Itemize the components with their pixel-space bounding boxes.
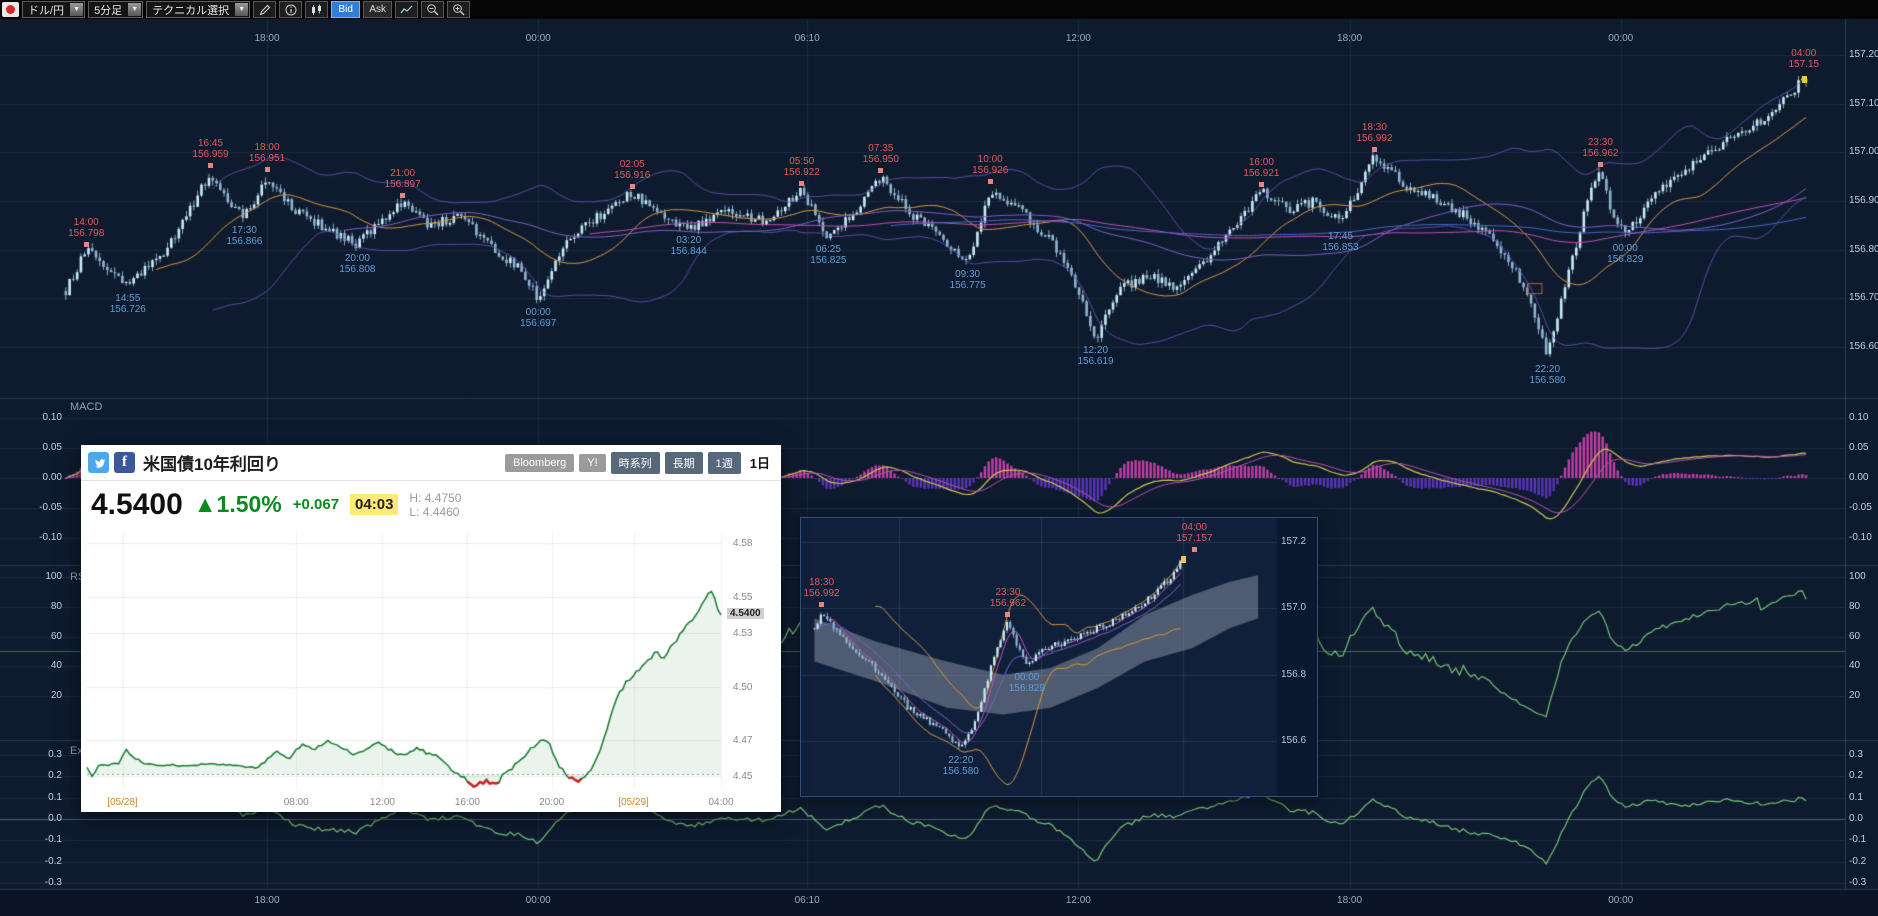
- x-axis-label: 20:00: [539, 797, 565, 808]
- quote-row: 4.5400 ▲1.50% +0.067 04:03 H: 4.4750 L: …: [81, 481, 781, 528]
- chevron-down-icon: ▼: [128, 3, 142, 16]
- indicator-button[interactable]: [395, 1, 419, 18]
- high-low: H: 4.4750 L: 4.4460: [409, 491, 461, 519]
- bond-yield-widget: f 米国債10年利回り Bloomberg Y! 時系列 長期 1週 1日 4.…: [81, 445, 781, 812]
- zoom-in-icon: [453, 4, 465, 16]
- tab-longterm[interactable]: 長期: [664, 451, 703, 474]
- tab-1day[interactable]: 1日: [745, 450, 774, 475]
- inset-chart-window[interactable]: 157.2 157.0 156.8 156.6 18:30 156.992 23:30 156…: [800, 517, 1318, 797]
- app-icon[interactable]: [2, 2, 19, 17]
- timeframe-select[interactable]: 5分足 ▼: [88, 1, 144, 18]
- x-axis-label: 12:00: [369, 797, 395, 808]
- draw-tool-button[interactable]: [253, 1, 277, 18]
- source-button-bloomberg[interactable]: Bloomberg: [505, 453, 575, 472]
- zoom-out-button[interactable]: [421, 1, 445, 18]
- yield-value: 4.5400: [91, 487, 183, 521]
- widget-title: 米国債10年利回り: [143, 455, 281, 474]
- source-button-yahoo[interactable]: Y!: [579, 453, 606, 472]
- price-annotation: 18:30 156.992: [803, 576, 840, 599]
- x-axis-label: 04:00: [708, 797, 734, 808]
- app-logo-dot: [6, 5, 15, 14]
- timeframe-select-value: 5分足: [94, 4, 123, 17]
- info-button[interactable]: [279, 1, 303, 18]
- inset-price-axis-label: 156.8: [1281, 668, 1307, 680]
- current-value-tag: 4.5400: [727, 607, 764, 619]
- zoom-in-button[interactable]: [447, 1, 471, 18]
- ask-button[interactable]: Ask: [363, 1, 393, 18]
- x-axis-label: [05/29]: [618, 797, 649, 808]
- change-percent: ▲1.50%: [193, 491, 282, 517]
- facebook-icon[interactable]: f: [114, 452, 135, 473]
- high-marker: [819, 601, 825, 607]
- high-value: H: 4.4750: [409, 490, 462, 505]
- candlestick-icon: [311, 4, 321, 15]
- high-marker: [1191, 547, 1197, 553]
- chevron-down-icon: ▼: [70, 3, 84, 16]
- y-axis-label: 4.55: [733, 591, 753, 603]
- quote-time: 04:03: [350, 494, 399, 515]
- widget-header: f 米国債10年利回り Bloomberg Y! 時系列 長期 1週 1日: [81, 445, 781, 481]
- price-annotation: 00:00 156.829: [1008, 672, 1045, 695]
- price-annotation: 23:30 156.962: [989, 586, 1027, 609]
- bid-button[interactable]: Bid: [331, 1, 361, 18]
- change-absolute: +0.067: [292, 496, 340, 513]
- technical-select-value: テクニカル選択: [152, 4, 230, 17]
- pair-select[interactable]: ドル/円 ▼: [22, 1, 86, 18]
- price-annotation: 04:00 157.157: [1176, 522, 1213, 545]
- y-axis-label: 4.47: [733, 735, 753, 747]
- inset-price-axis-label: 157.2: [1281, 536, 1307, 547]
- line-chart-icon: [400, 5, 413, 13]
- technical-select[interactable]: テクニカル選択 ▼: [146, 1, 251, 18]
- zoom-out-icon: [427, 4, 439, 16]
- y-axis-label: 4.58: [733, 537, 753, 549]
- bond-chart-canvas: [81, 528, 781, 812]
- tab-1week[interactable]: 1週: [707, 451, 741, 474]
- pair-select-value: ドル/円: [28, 4, 65, 17]
- chart-type-button[interactable]: [305, 1, 329, 18]
- low-value: L: 4.4460: [409, 504, 460, 519]
- x-axis-label: 08:00: [283, 797, 309, 808]
- high-marker: [1005, 611, 1011, 617]
- price-annotation: 22:20 156.580: [942, 754, 979, 777]
- bond-yield-chart[interactable]: 4.58 4.55 4.53 4.50 4.47 4.45 4.5400 [05/28] 08:…: [81, 528, 781, 812]
- toolbar: ドル/円 ▼ 5分足 ▼ テクニカル選択 ▼ Bid Ask: [0, 0, 1878, 19]
- inset-current-price-marker: [1180, 555, 1186, 563]
- y-axis-label: 4.53: [733, 627, 753, 639]
- tab-timeseries[interactable]: 時系列: [610, 451, 660, 474]
- x-axis-label: 16:00: [454, 797, 480, 808]
- inset-price-axis-label: 157.0: [1281, 602, 1307, 614]
- twitter-icon[interactable]: [88, 452, 109, 473]
- chevron-down-icon: ▼: [235, 3, 249, 16]
- y-axis-label: 4.45: [733, 771, 753, 783]
- pencil-icon: [259, 4, 270, 15]
- inset-chart-canvas: [801, 518, 1317, 796]
- y-axis-label: 4.50: [733, 681, 753, 693]
- x-axis-label: [05/28]: [107, 797, 138, 808]
- inset-price-axis-label: 156.6: [1281, 735, 1307, 747]
- info-icon: [285, 4, 297, 15]
